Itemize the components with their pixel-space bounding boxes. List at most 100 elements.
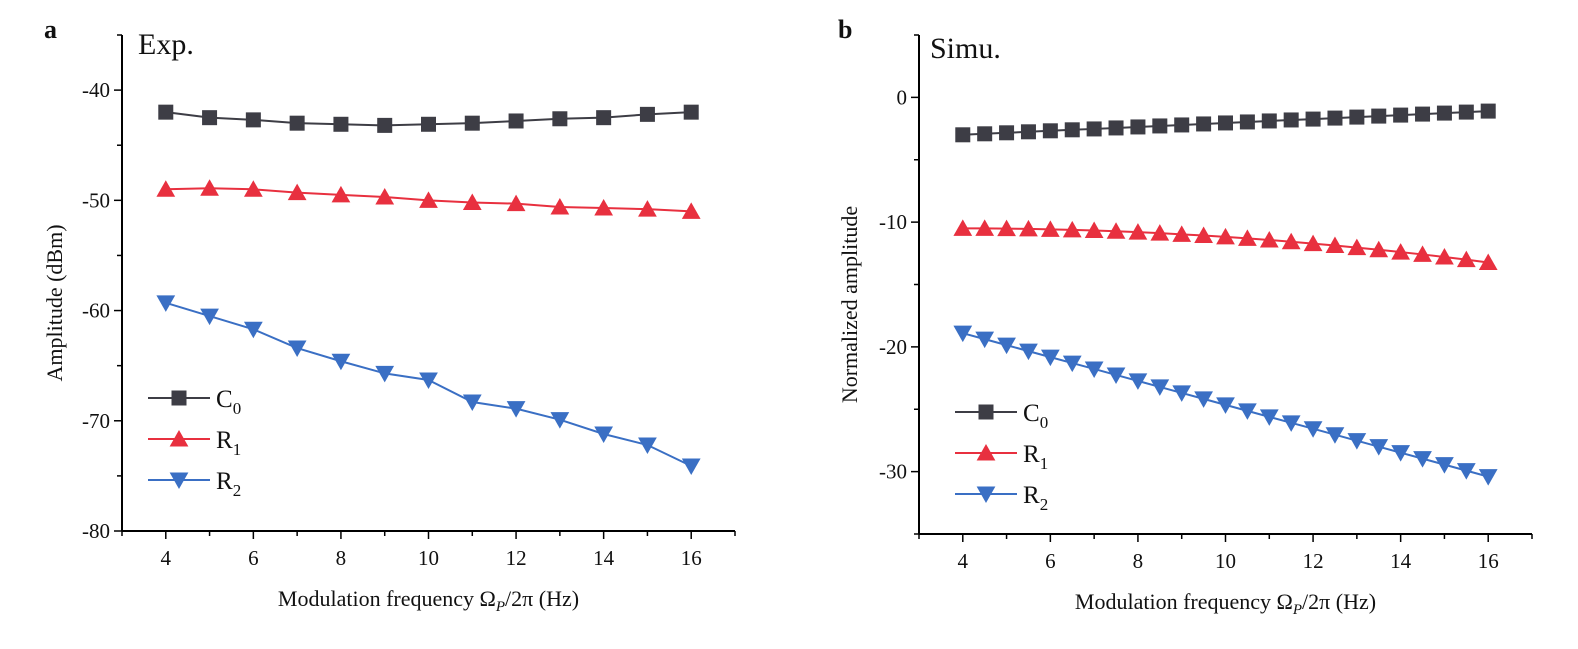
x-tick-label: 10 xyxy=(1215,549,1236,573)
data-point xyxy=(1020,124,1036,140)
data-point xyxy=(997,219,1016,237)
data-point xyxy=(1480,103,1496,119)
data-point xyxy=(1042,123,1058,139)
data-point xyxy=(975,331,995,349)
data-point xyxy=(638,200,657,217)
data-point xyxy=(375,188,395,205)
data-point xyxy=(1218,115,1233,131)
data-point xyxy=(331,353,351,371)
data-point xyxy=(289,115,305,131)
data-point xyxy=(1415,106,1431,122)
legend-entry: C0 xyxy=(955,400,1048,432)
x-tick-label: 12 xyxy=(506,546,527,570)
legend-marker xyxy=(169,430,189,447)
data-point xyxy=(200,308,219,326)
x-tick-label: 8 xyxy=(1133,549,1144,573)
data-point xyxy=(506,194,526,212)
legend-label-subscript: 2 xyxy=(1040,495,1049,514)
legend-label-main: R xyxy=(1023,482,1040,509)
x-tick-label: 10 xyxy=(418,546,439,570)
panel-title: Exp. xyxy=(138,28,194,61)
chart-panel-a: 4 6 8 10 12 14 16-40-50-60-70-80a Exp.Modulatio… xyxy=(42,15,736,615)
y-tick-label: -10 xyxy=(879,210,907,234)
data-point xyxy=(1303,234,1323,252)
legend-label-subscript: 1 xyxy=(1040,454,1049,473)
data-point xyxy=(1391,243,1411,260)
data-point xyxy=(245,112,261,128)
data-point xyxy=(1456,463,1476,480)
x-axis-label-subscript: P xyxy=(1292,602,1302,618)
y-tick-label: -20 xyxy=(879,335,907,359)
y-tick-label: -70 xyxy=(82,409,110,433)
data-point xyxy=(1283,112,1299,128)
data-point xyxy=(202,110,218,126)
legend-label-subscript: 0 xyxy=(1040,413,1049,432)
data-point xyxy=(1172,225,1192,242)
y-axis-label: Amplitude (dBm) xyxy=(42,224,67,381)
data-point xyxy=(639,106,655,122)
y-tick-label: -60 xyxy=(82,299,110,323)
x-tick-label: 16 xyxy=(681,546,702,570)
data-point xyxy=(1261,113,1277,129)
data-point xyxy=(1064,122,1080,138)
x-tick-label: 14 xyxy=(593,546,615,570)
data-point xyxy=(1327,110,1343,126)
legend-entry: R2 xyxy=(955,482,1048,514)
data-point xyxy=(1303,421,1323,438)
legend-label: C0 xyxy=(216,386,241,418)
data-point xyxy=(1086,121,1102,137)
legend-label-main: R xyxy=(1023,441,1040,468)
data-point xyxy=(1019,343,1038,361)
y-axis-label: Normalized amplitude xyxy=(837,206,862,403)
legend-label: R1 xyxy=(1023,441,1048,473)
data-point xyxy=(421,116,436,132)
series-C0 xyxy=(955,103,1496,143)
x-tick-label: 12 xyxy=(1303,549,1324,573)
data-point xyxy=(1128,373,1148,390)
data-point xyxy=(955,127,971,143)
x-tick-label: 4 xyxy=(161,546,172,570)
data-point xyxy=(550,197,570,215)
legend-label: C0 xyxy=(1023,400,1048,432)
data-point xyxy=(1478,253,1498,271)
data-point xyxy=(1435,457,1454,474)
legend-label: R2 xyxy=(1023,482,1048,514)
data-point xyxy=(1413,451,1432,468)
data-point xyxy=(1325,236,1345,253)
data-point xyxy=(638,437,657,455)
x-axis-label-rest: /2π (Hz) xyxy=(505,586,579,611)
data-point xyxy=(333,116,349,132)
data-point xyxy=(552,111,568,127)
x-axis-label-rest: /2π (Hz) xyxy=(1302,589,1376,614)
data-point xyxy=(287,340,307,358)
data-point xyxy=(1371,108,1387,124)
data-point xyxy=(1456,250,1476,268)
data-point xyxy=(158,104,174,120)
data-point xyxy=(681,202,701,219)
data-point xyxy=(1040,220,1060,237)
data-point xyxy=(594,199,614,216)
data-point xyxy=(1152,118,1168,134)
y-tick-label: -80 xyxy=(82,519,110,543)
data-point xyxy=(1369,240,1389,258)
data-point xyxy=(1150,224,1170,241)
data-point xyxy=(1196,116,1212,132)
data-point xyxy=(331,185,351,203)
data-point xyxy=(1062,220,1082,238)
x-tick-label: 6 xyxy=(248,546,259,570)
data-point xyxy=(1393,107,1409,123)
x-axis-label: Modulation frequency ΩP/2π (Hz) xyxy=(278,586,579,615)
legend-label-subscript: 2 xyxy=(233,481,242,500)
data-point xyxy=(1019,219,1038,237)
data-point xyxy=(1281,232,1301,250)
data-point xyxy=(287,183,307,201)
data-point xyxy=(1150,379,1170,396)
data-point xyxy=(1239,114,1255,130)
data-point xyxy=(683,104,699,120)
data-point xyxy=(1084,361,1104,378)
legend-entry: R1 xyxy=(955,441,1048,473)
data-point xyxy=(462,193,482,211)
data-point xyxy=(594,426,614,444)
legend-marker xyxy=(978,404,994,420)
